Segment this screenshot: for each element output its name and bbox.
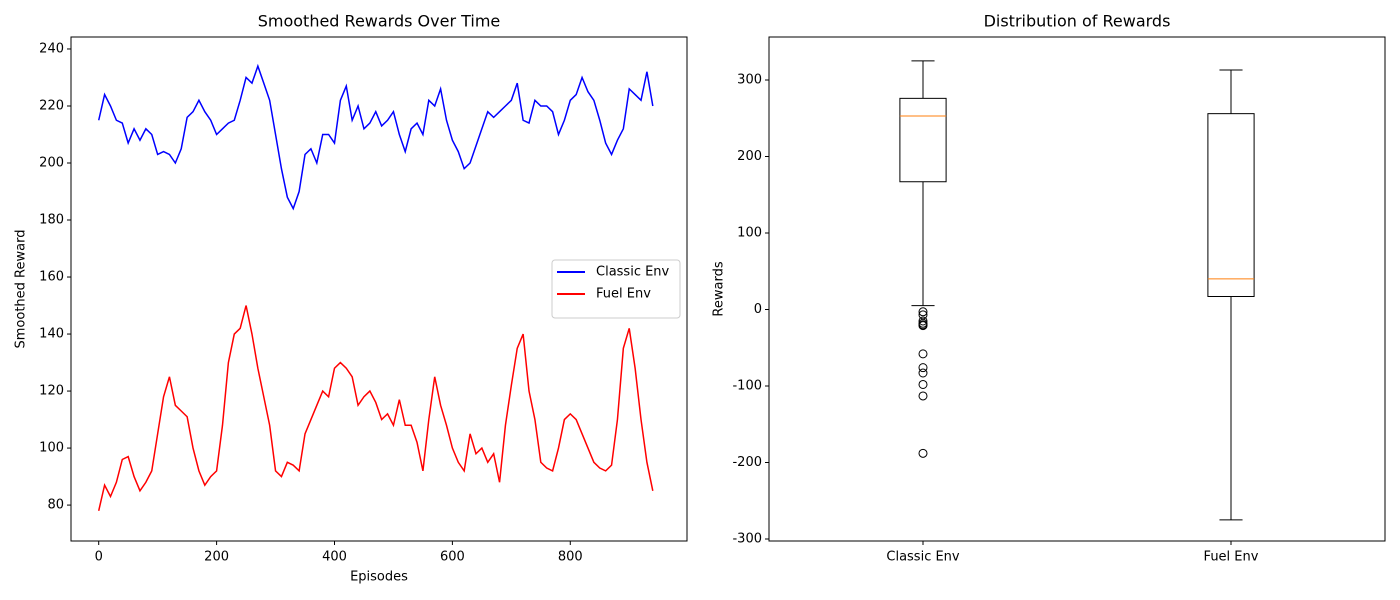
y-tick-label: 200 xyxy=(737,149,762,164)
y-tick-label: 240 xyxy=(39,41,64,56)
x-axis-label: Episodes xyxy=(350,570,408,585)
y-tick-label: 0 xyxy=(754,302,762,317)
y-tick-label: 300 xyxy=(737,72,762,87)
y-tick-label: 100 xyxy=(39,441,64,456)
y-tick-label: 100 xyxy=(737,226,762,241)
y-tick-label: -100 xyxy=(732,379,762,394)
axes-frame xyxy=(768,36,1386,542)
y-tick-label: 140 xyxy=(39,327,64,342)
legend: Classic Env Fuel Env xyxy=(551,259,681,319)
flier xyxy=(918,349,928,359)
x-tick-label: Classic Env xyxy=(886,550,960,565)
flier xyxy=(918,363,928,373)
axes-frame xyxy=(70,36,688,542)
y-tick-label: 220 xyxy=(39,98,64,113)
line-series xyxy=(97,63,654,211)
chart-title: Distribution of Rewards xyxy=(984,12,1171,31)
x-tick-label: 600 xyxy=(440,550,465,565)
y-tick-label: 200 xyxy=(39,156,64,171)
legend-box xyxy=(551,259,681,319)
y-tick-label: 80 xyxy=(47,498,64,513)
y-tick-label: 180 xyxy=(39,213,64,228)
legend-label: Fuel Env xyxy=(596,287,651,302)
flier xyxy=(918,379,928,389)
flier xyxy=(918,321,928,331)
x-tick-label: 200 xyxy=(204,550,229,565)
y-tick-label: 160 xyxy=(39,270,64,285)
y-tick-label: 120 xyxy=(39,384,64,399)
box xyxy=(899,97,947,183)
flier xyxy=(918,448,928,458)
x-tick-label: 400 xyxy=(322,550,347,565)
y-axis-label: Smoothed Reward xyxy=(14,230,29,349)
line-series xyxy=(97,305,654,511)
legend-label: Classic Env xyxy=(596,265,670,280)
y-tick-label: -200 xyxy=(732,455,762,470)
x-tick-label: 0 xyxy=(95,550,103,565)
x-tick-label: Fuel Env xyxy=(1204,550,1259,565)
x-tick-label: 800 xyxy=(558,550,583,565)
flier xyxy=(918,307,928,317)
chart-title: Smoothed Rewards Over Time xyxy=(258,12,501,31)
flier xyxy=(918,368,928,378)
flier xyxy=(918,391,928,401)
box xyxy=(1207,113,1255,297)
flier xyxy=(918,316,928,326)
y-axis-label: Rewards xyxy=(712,261,727,316)
y-tick-label: -300 xyxy=(732,532,762,547)
